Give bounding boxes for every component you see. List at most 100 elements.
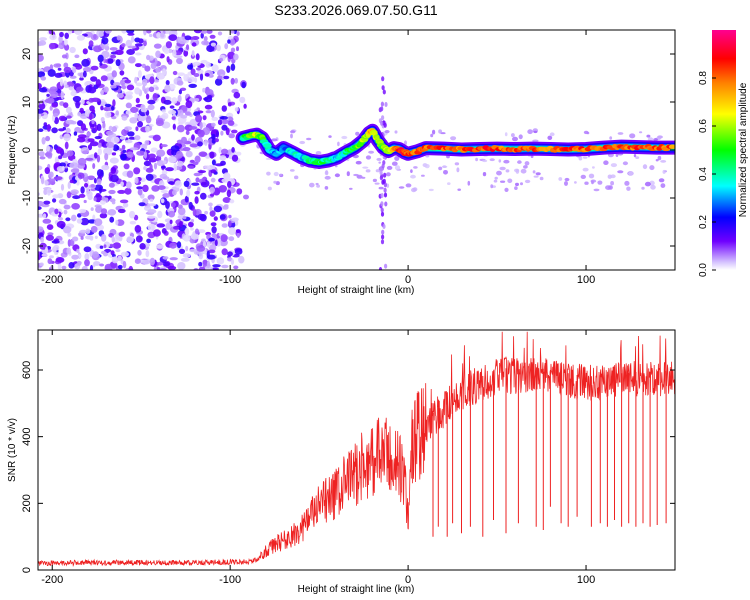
noise-speckle (113, 82, 121, 86)
noise-speckle (167, 265, 177, 270)
noise-speckle (200, 192, 207, 200)
noise-speckle (46, 224, 54, 231)
noise-speckle (65, 119, 75, 125)
noise-speckle (233, 30, 237, 35)
noise-speckle (228, 214, 232, 219)
noise-speckle (617, 170, 624, 174)
noise-speckle (515, 168, 520, 174)
noise-speckle (267, 186, 272, 191)
noise-speckle (124, 126, 132, 131)
noise-speckle (191, 42, 197, 47)
noise-speckle (617, 132, 624, 135)
noise-speckle (83, 246, 92, 253)
noise-speckle (39, 156, 46, 160)
noise-speckle (588, 173, 595, 179)
noise-speckle (119, 199, 129, 204)
noise-speckle (93, 34, 97, 40)
noise-speckle (80, 99, 85, 105)
snr-x-axis: -200 -100 0 100 (41, 330, 595, 586)
noise-speckle (95, 193, 101, 198)
noise-speckle (135, 82, 143, 87)
noise-speckle (219, 155, 227, 161)
snr-line (38, 331, 675, 567)
noise-speckle (378, 267, 383, 270)
noise-speckle (191, 134, 195, 141)
noise-speckle (660, 160, 667, 163)
noise-speckle (40, 236, 44, 243)
noise-speckle (101, 234, 107, 242)
noise-speckle (138, 202, 146, 207)
noise-speckle (210, 222, 217, 227)
noise-speckle (199, 214, 207, 222)
noise-speckle (127, 56, 136, 64)
noise-speckle (197, 129, 205, 138)
noise-speckle (593, 188, 600, 192)
noise-speckle (202, 87, 206, 93)
noise-speckle (147, 209, 157, 214)
noise-speckle (413, 166, 418, 169)
noise-speckle (97, 142, 102, 148)
noise-speckle (365, 155, 372, 160)
noise-speckle (125, 181, 132, 189)
noise-speckle (489, 158, 495, 162)
noise-speckle (168, 34, 178, 41)
noise-speckle (549, 132, 555, 137)
noise-speckle (194, 98, 200, 102)
noise-speckle (182, 215, 187, 220)
noise-speckle (141, 78, 148, 87)
noise-speckle (226, 189, 232, 198)
noise-speckle (162, 256, 169, 260)
noise-speckle (222, 197, 231, 203)
noise-speckle (202, 115, 207, 121)
noise-speckle (109, 216, 115, 223)
noise-speckle (188, 83, 197, 88)
noise-speckle (230, 63, 236, 71)
noise-speckle (129, 147, 139, 151)
noise-speckle (273, 171, 279, 177)
noise-speckle (657, 155, 662, 161)
noise-speckle (71, 254, 79, 260)
noise-speckle (183, 234, 191, 242)
spectrogram-y-tick-label: -20 (21, 238, 33, 254)
noise-speckle (57, 263, 62, 270)
noise-speckle (117, 264, 123, 270)
noise-speckle (273, 180, 277, 184)
noise-speckle (394, 165, 401, 171)
noise-speckle (424, 164, 430, 169)
noise-speckle (121, 43, 126, 48)
noise-speckle (76, 218, 83, 224)
noise-speckle (386, 172, 391, 177)
noise-speckle (67, 30, 73, 35)
noise-speckle (195, 53, 200, 61)
noise-speckle (71, 203, 80, 210)
noise-speckle (44, 179, 49, 186)
noise-speckle (635, 156, 640, 160)
noise-speckle (103, 244, 107, 249)
noise-speckle (183, 49, 189, 57)
noise-speckle (62, 102, 69, 108)
noise-speckle (584, 181, 589, 185)
noise-speckle (102, 121, 106, 129)
noise-speckle (179, 220, 183, 228)
noise-speckle (117, 208, 126, 214)
noise-speckle (126, 84, 135, 91)
noise-speckle (41, 137, 46, 145)
noise-speckle (90, 76, 98, 82)
noise-speckle (162, 193, 171, 198)
noise-speckle (104, 265, 113, 270)
noise-speckle (503, 159, 510, 164)
noise-speckle (125, 91, 134, 96)
noise-speckle (610, 174, 616, 179)
noise-speckle (194, 196, 199, 204)
noise-speckle (96, 178, 102, 185)
noise-speckle (447, 182, 451, 186)
noise-speckle (44, 167, 50, 175)
noise-speckle (84, 259, 90, 267)
noise-speckle (384, 263, 388, 269)
noise-speckle (65, 217, 71, 222)
noise-speckle (122, 260, 127, 269)
noise-speckle (43, 189, 48, 195)
noise-speckle (382, 89, 386, 95)
noise-speckle (45, 234, 55, 241)
noise-speckle (176, 80, 184, 86)
